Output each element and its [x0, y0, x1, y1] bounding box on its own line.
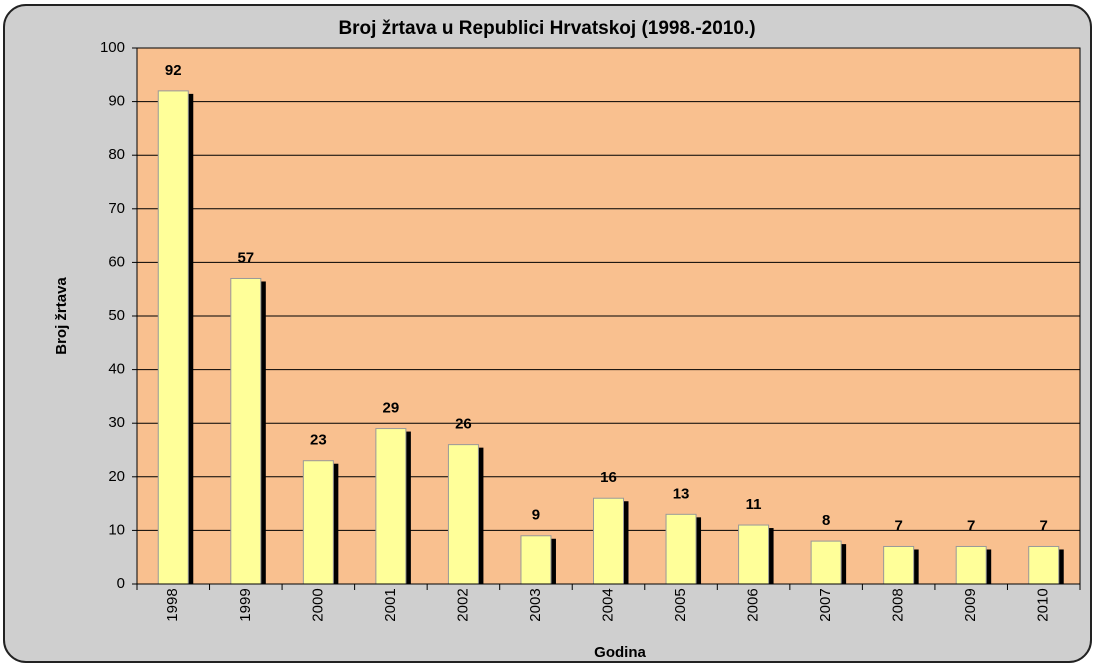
y-tick-label: 60	[108, 253, 125, 270]
y-tick-label: 10	[108, 521, 125, 538]
y-tick-label: 70	[108, 200, 125, 217]
data-label: 26	[455, 416, 472, 433]
chart-title: Broj žrtava u Republici Hrvatskoj (1998.…	[338, 18, 755, 39]
data-label: 92	[165, 62, 182, 79]
x-tick-label: 2007	[817, 588, 834, 621]
y-tick-label: 40	[108, 361, 125, 378]
x-tick-label: 1999	[237, 588, 254, 621]
x-tick-label: 2010	[1035, 588, 1052, 621]
bar	[810, 540, 842, 585]
x-tick-label: 2003	[527, 588, 544, 621]
bar	[593, 497, 624, 585]
x-tick-label: 2008	[890, 588, 907, 621]
x-tick-label: 2002	[454, 588, 471, 621]
bar	[157, 90, 189, 585]
plot-area	[136, 47, 1081, 585]
y-tick-label: 100	[100, 39, 125, 56]
data-label: 16	[600, 469, 617, 486]
y-axis-label: Broj žrtava	[53, 277, 70, 355]
bar	[230, 277, 262, 585]
x-tick-label: 2009	[962, 588, 979, 621]
bar	[520, 535, 552, 585]
bar	[302, 460, 334, 585]
x-tick-label: 2004	[599, 588, 616, 621]
bar	[447, 444, 479, 585]
y-tick-label: 20	[108, 468, 125, 485]
data-label: 9	[532, 507, 540, 524]
data-label: 23	[310, 432, 327, 449]
data-label: 7	[1040, 517, 1048, 534]
x-tick-label: 2006	[745, 588, 762, 621]
data-label: 29	[383, 400, 400, 417]
y-tick-label: 80	[108, 146, 125, 163]
y-tick-label: 50	[108, 307, 125, 324]
bar	[955, 545, 987, 585]
bar	[1028, 545, 1060, 585]
data-label: 7	[967, 517, 975, 534]
bar	[883, 545, 915, 585]
bar	[375, 428, 407, 585]
x-tick-label: 2005	[672, 588, 689, 621]
data-label: 11	[746, 496, 762, 513]
x-tick-label: 2000	[309, 588, 326, 621]
bar	[738, 524, 770, 585]
data-label: 57	[237, 249, 254, 266]
y-tick-label: 90	[108, 93, 125, 110]
y-tick-label: 0	[117, 575, 125, 592]
data-label: 7	[894, 517, 902, 534]
y-tick-label: 30	[108, 414, 125, 431]
data-label: 13	[673, 485, 690, 502]
x-tick-label: 1998	[164, 588, 181, 621]
x-tick-label: 2001	[382, 588, 399, 621]
data-label: 8	[822, 512, 830, 529]
bar	[665, 513, 697, 585]
x-axis-label: Godina	[594, 644, 646, 661]
